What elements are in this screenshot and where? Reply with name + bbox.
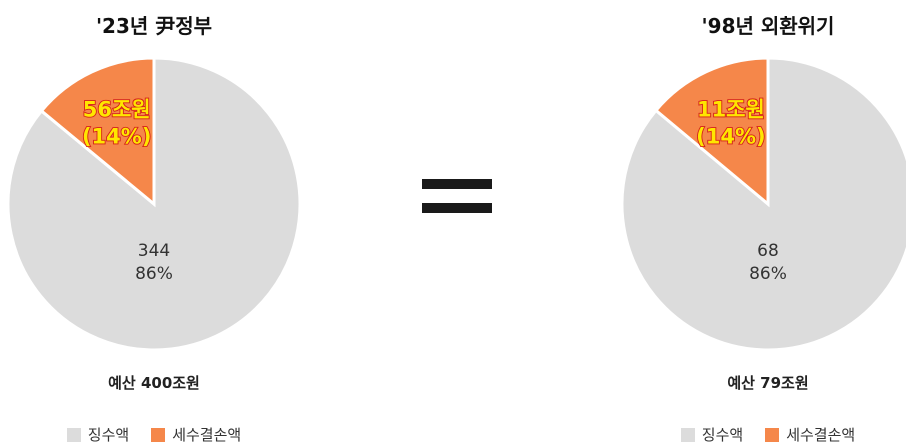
equals-sign-bottom-bar [422,203,492,213]
legend-swatch-shortfall [151,427,166,442]
legend-item-collected: 징수액 [66,424,130,445]
pie-slice-shortfall [39,56,156,208]
legend-label-shortfall: 세수결손액 [786,426,856,444]
budget-total-label: 예산 400조원 [108,374,200,392]
pie-panel-1998: '98년 외환위기 68 86% 11조원 (14%) 예산 79조원 징수액 세수결… [618,0,906,444]
legend: 징수액 세수결손액 [618,424,906,445]
legend-swatch-collected [66,427,81,442]
legend: 징수액 세수결손액 [4,424,304,445]
pie-panel-2023: '23년 尹정부 344 86% 56조원 (14%) 예산 400조원 징수액 세수… [4,0,304,444]
pie-chart-2023: 344 86% 56조원 (14%) [6,56,302,352]
slice-value-label-shortfall: 56조원 [83,98,151,122]
equals-sign-top-bar [422,179,492,189]
slice-percent-label-collected: 86% [749,264,787,284]
legend-swatch-collected [680,427,695,442]
slice-value-label-collected: 68 [757,241,779,261]
slice-percent-label-shortfall: (14%) [696,125,765,149]
legend-label-collected: 징수액 [87,426,130,444]
slice-percent-label-collected: 86% [135,264,173,284]
legend-swatch-shortfall [765,427,780,442]
pie-slice-collected [620,56,906,352]
pie-title: '23년 尹정부 [95,14,213,38]
pie-title: '98년 외환위기 [701,14,835,38]
pie-chart-1998: 68 86% 11조원 (14%) [620,56,906,352]
budget-total-label: 예산 79조원 [727,374,809,392]
slice-percent-label-shortfall: (14%) [82,125,151,149]
legend-label-shortfall: 세수결손액 [172,426,242,444]
pie-slice-shortfall [653,56,770,208]
legend-item-shortfall: 세수결손액 [765,424,855,445]
slice-value-label-shortfall: 11조원 [697,98,765,122]
slice-value-label-collected: 344 [138,241,170,261]
legend-item-shortfall: 세수결손액 [151,424,241,445]
legend-label-collected: 징수액 [701,426,744,444]
legend-item-collected: 징수액 [680,424,744,445]
